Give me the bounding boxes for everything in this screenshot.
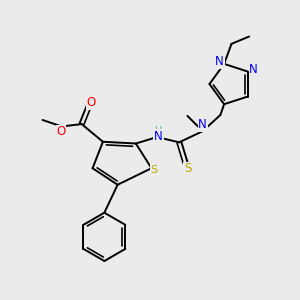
Text: S: S bbox=[184, 162, 191, 175]
Text: S: S bbox=[150, 165, 158, 175]
Text: H: H bbox=[155, 126, 162, 136]
Text: N: N bbox=[215, 55, 224, 68]
Text: N: N bbox=[249, 63, 258, 76]
Text: N: N bbox=[198, 118, 207, 131]
Text: O: O bbox=[56, 125, 66, 138]
Text: N: N bbox=[154, 130, 163, 143]
Text: O: O bbox=[86, 96, 96, 109]
